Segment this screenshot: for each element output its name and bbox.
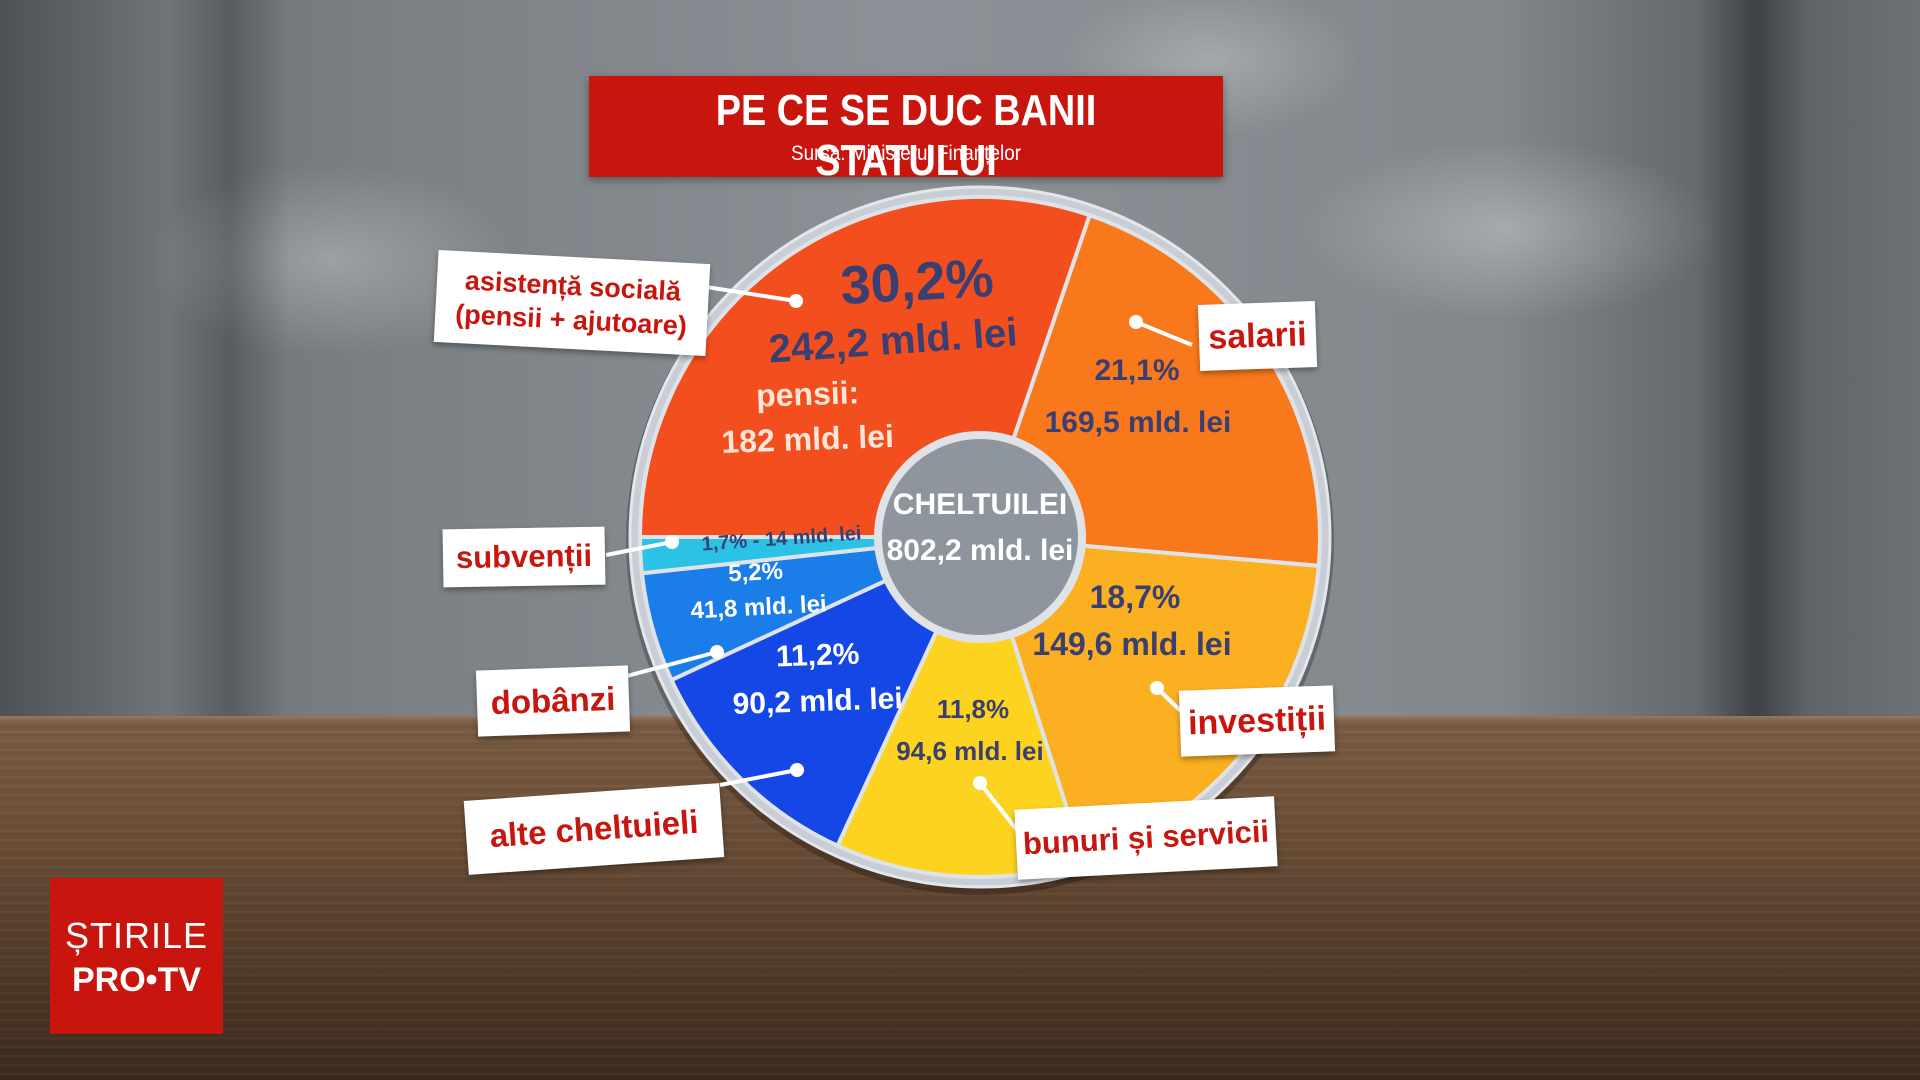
leader-dot-4 bbox=[973, 776, 987, 790]
slice-1-extra-2: 182 mld. lei bbox=[721, 418, 895, 460]
label-subventii-text: subvenții bbox=[455, 537, 593, 576]
slice-3-value: 149,6 mld. lei bbox=[1032, 626, 1231, 662]
leader-dot-6 bbox=[710, 645, 724, 659]
label-dobanzi: dobânzi bbox=[475, 665, 631, 737]
leader-line-2 bbox=[1135, 320, 1193, 347]
stirile-protv-logo: ȘTIRILE PRO•TV bbox=[50, 878, 223, 1034]
label-investitii: investiții bbox=[1178, 685, 1336, 757]
leader-dot-2 bbox=[1129, 315, 1143, 329]
background-column-shadow bbox=[170, 0, 290, 722]
leader-dot-7 bbox=[665, 535, 679, 549]
chart-source: Sursa: Ministerul Finanțelor bbox=[790, 142, 1022, 165]
label-subventii: subvenții bbox=[442, 526, 606, 588]
leader-line-5 bbox=[719, 768, 798, 787]
title-banner: PE CE SE DUC BANII STATULUI Sursa: Minis… bbox=[589, 76, 1223, 185]
slice-3-percent: 18,7% bbox=[1090, 579, 1181, 615]
label-alte-cheltuieli-text: alte cheltuieli bbox=[488, 802, 700, 855]
label-bunuri-si-servicii: bunuri și servicii bbox=[1014, 796, 1278, 880]
chart-title: PE CE SE DUC BANII STATULUI bbox=[715, 86, 1097, 185]
logo-line-1: ȘTIRILE bbox=[64, 915, 209, 956]
leader-dot-1 bbox=[789, 294, 803, 308]
slice-2-percent: 21,1% bbox=[1094, 354, 1179, 387]
background-column-shadow bbox=[1700, 0, 1810, 722]
label-asistenta-sociala: asistență socială (pensii + ajutoare) bbox=[433, 249, 711, 357]
slice-2-value: 169,5 mld. lei bbox=[1045, 406, 1232, 439]
slice-4-value: 94,6 mld. lei bbox=[896, 736, 1043, 766]
leader-dot-5 bbox=[790, 763, 804, 777]
label-investitii-text: investiții bbox=[1187, 699, 1327, 742]
pie-center bbox=[882, 439, 1078, 635]
label-asistenta-sociala-text: asistență socială (pensii + ajutoare) bbox=[454, 265, 688, 342]
label-bunuri-si-servicii-text: bunuri și servicii bbox=[1022, 813, 1270, 862]
label-salarii: salarii bbox=[1197, 300, 1318, 372]
logo-line-2: PRO•TV bbox=[71, 961, 202, 999]
slice-5-value: 90,2 mld. lei bbox=[732, 682, 903, 721]
slice-1-extra-1: pensii: bbox=[755, 374, 859, 414]
label-salarii-text: salarii bbox=[1207, 314, 1308, 357]
leader-line-7 bbox=[605, 540, 673, 557]
pie-slice-5 bbox=[668, 532, 985, 849]
slice-5-percent: 11,2% bbox=[775, 638, 860, 674]
leader-dot-3 bbox=[1150, 681, 1164, 695]
leader-line-6 bbox=[626, 650, 718, 678]
leader-line-1 bbox=[699, 284, 797, 303]
leader-line-4 bbox=[978, 781, 1022, 836]
slice-4-percent: 11,8% bbox=[937, 694, 1009, 724]
slice-1-percent: 30,2% bbox=[839, 248, 995, 316]
center-total: 802,2 mld. lei bbox=[887, 534, 1074, 567]
center-title: CHELTUILEI bbox=[893, 488, 1067, 521]
slice-6-percent: 5,2% bbox=[728, 558, 784, 588]
label-dobanzi-text: dobânzi bbox=[490, 679, 616, 722]
